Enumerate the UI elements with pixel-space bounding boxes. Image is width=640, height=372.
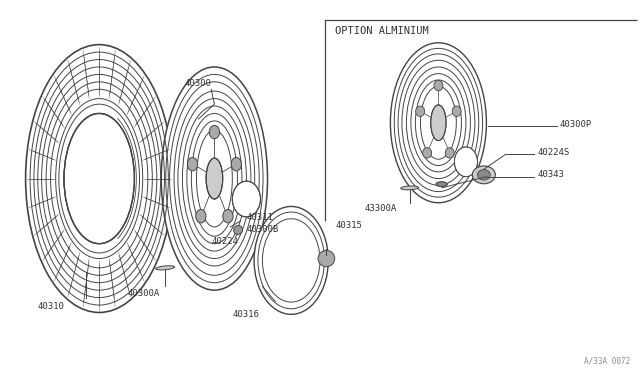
Ellipse shape — [254, 206, 328, 314]
Ellipse shape — [401, 186, 419, 190]
Ellipse shape — [206, 158, 223, 199]
Ellipse shape — [431, 105, 446, 141]
Text: 40316: 40316 — [233, 310, 260, 319]
Ellipse shape — [26, 45, 173, 312]
Ellipse shape — [434, 80, 443, 91]
Ellipse shape — [436, 182, 447, 187]
Ellipse shape — [390, 43, 486, 203]
Ellipse shape — [188, 157, 198, 171]
Ellipse shape — [318, 250, 335, 267]
Ellipse shape — [223, 209, 233, 223]
Text: 43300A: 43300A — [365, 204, 397, 213]
Ellipse shape — [436, 182, 447, 186]
Ellipse shape — [477, 170, 490, 180]
Ellipse shape — [232, 181, 260, 217]
Ellipse shape — [156, 266, 175, 270]
Ellipse shape — [422, 148, 431, 158]
Ellipse shape — [234, 225, 243, 234]
Text: 40300A: 40300A — [128, 289, 160, 298]
Ellipse shape — [231, 157, 241, 171]
Ellipse shape — [196, 209, 206, 223]
Ellipse shape — [415, 106, 424, 116]
Text: 40300: 40300 — [185, 79, 212, 88]
Text: 40310: 40310 — [38, 302, 65, 311]
Text: 40224: 40224 — [211, 237, 238, 246]
Ellipse shape — [454, 147, 477, 177]
Text: A/33A 0072: A/33A 0072 — [584, 356, 630, 365]
Ellipse shape — [452, 106, 461, 116]
Text: OPTION ALMINIUM: OPTION ALMINIUM — [335, 26, 428, 36]
Text: 40315: 40315 — [336, 221, 363, 230]
Text: 40343: 40343 — [538, 170, 564, 179]
Ellipse shape — [472, 166, 495, 184]
Ellipse shape — [161, 67, 268, 290]
Ellipse shape — [445, 148, 454, 158]
Text: 40311: 40311 — [246, 213, 273, 222]
Text: 40224S: 40224S — [538, 148, 570, 157]
Ellipse shape — [64, 113, 134, 244]
Ellipse shape — [209, 125, 220, 139]
Text: 40300B: 40300B — [246, 225, 278, 234]
Text: 40300P: 40300P — [560, 120, 592, 129]
